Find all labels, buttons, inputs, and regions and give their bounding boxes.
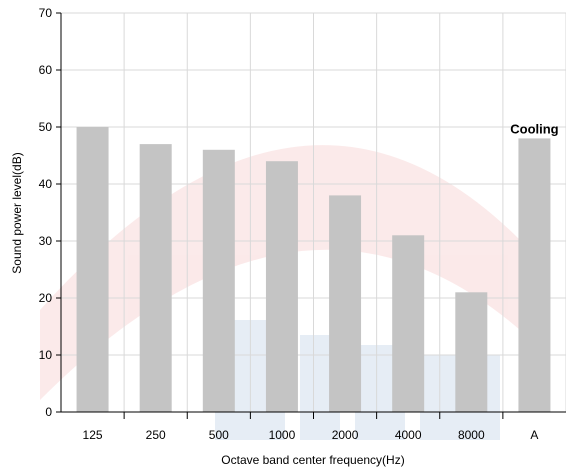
bar-2000	[329, 195, 362, 412]
x-tick-label: 500	[209, 428, 229, 442]
x-tick-label: A	[530, 428, 538, 442]
x-tick-label: 8000	[458, 428, 485, 442]
bar-8000	[455, 292, 488, 412]
bar-1000	[265, 161, 298, 412]
y-tick-label: 50	[39, 120, 53, 134]
axes	[56, 12, 566, 419]
y-tick-label: 60	[39, 63, 53, 77]
x-axis-title: Octave band center frequency(Hz)	[221, 453, 404, 467]
bar-250	[139, 144, 172, 412]
bar-4000	[392, 235, 425, 412]
bar-500	[202, 149, 235, 413]
y-axis-title: Sound power level(dB)	[10, 152, 24, 273]
bar-A	[518, 138, 551, 412]
x-tick-label: 250	[146, 428, 166, 442]
y-tick-label: 10	[39, 348, 53, 362]
y-tick-label: 0	[45, 405, 52, 419]
grid-lines	[61, 12, 566, 412]
bar-125	[76, 127, 109, 412]
y-tick-label: 20	[39, 291, 53, 305]
x-tick-label: 1000	[269, 428, 296, 442]
y-tick-label: 40	[39, 177, 53, 191]
tick-labels: 0 10 20 30 40 50 60 70 125 250 500 1000 2000 4000 8000…	[39, 6, 539, 442]
y-tick-label: 70	[39, 6, 53, 20]
x-tick-label: 2000	[332, 428, 359, 442]
y-tick-label: 30	[39, 234, 53, 248]
x-tick-label: 125	[83, 428, 103, 442]
cooling-annotation: Cooling	[510, 121, 558, 136]
x-tick-label: 4000	[395, 428, 422, 442]
bars	[76, 127, 551, 413]
